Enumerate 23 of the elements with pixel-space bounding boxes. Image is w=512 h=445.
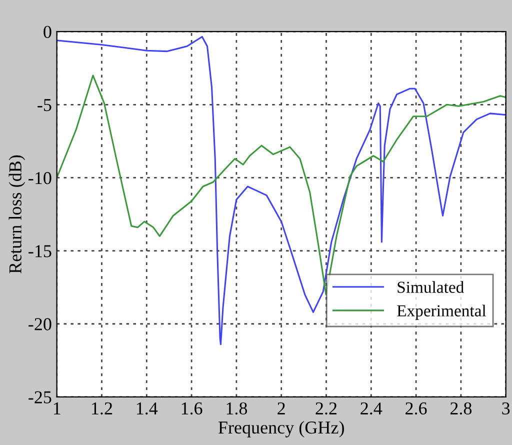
x-axis-title: Frequency (GHz) xyxy=(218,420,344,438)
y-tick-label: -15 xyxy=(28,245,52,258)
x-tick-label: 2.6 xyxy=(406,402,427,415)
x-tick-label: 3 xyxy=(502,402,510,415)
y-tick-label: -5 xyxy=(38,99,52,112)
x-tick-label: 1.6 xyxy=(182,402,202,415)
x-tick-label: 2 xyxy=(278,402,285,414)
y-axis-title: Return loss (dB) xyxy=(8,155,26,274)
x-tick-label: 1 xyxy=(54,402,60,414)
y-tick-label: 0 xyxy=(44,26,52,38)
x-tick-label: 2.4 xyxy=(360,402,382,415)
legend-label: Simulated xyxy=(398,281,464,293)
line-series xyxy=(56,74,506,296)
x-tick-label: 1.2 xyxy=(92,402,112,415)
y-tick-label: -10 xyxy=(28,172,52,184)
x-tick-label: 1.4 xyxy=(136,402,158,415)
x-tick-label: 2.2 xyxy=(316,402,337,415)
x-tick-label: 1.8 xyxy=(226,402,248,415)
y-tick-label: -25 xyxy=(28,391,52,404)
y-tick-label: -20 xyxy=(28,318,52,330)
legend-label: Experimental xyxy=(397,304,486,320)
x-tick-label: 2.8 xyxy=(450,402,472,415)
line-series xyxy=(56,36,506,346)
